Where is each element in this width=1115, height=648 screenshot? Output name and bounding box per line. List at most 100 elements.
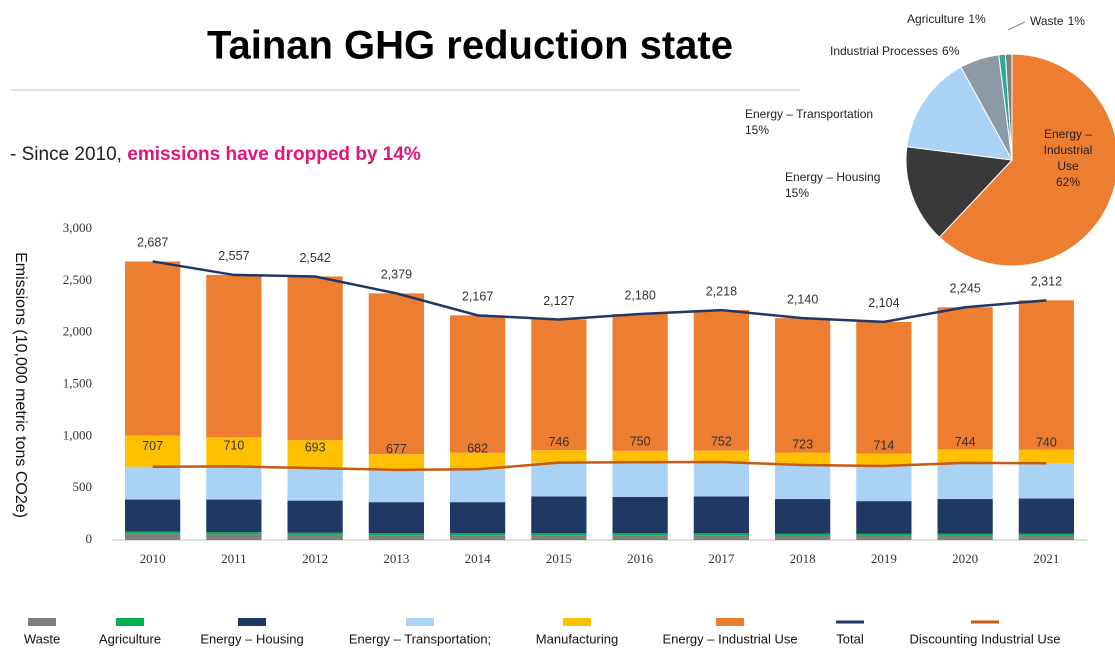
data-label: 740 <box>1036 436 1057 450</box>
x-tick-label: 2013 <box>383 551 409 566</box>
bar-segment <box>612 450 668 463</box>
pie-slice <box>1004 53 1013 161</box>
bar-segment <box>693 533 749 536</box>
legend-label: Energy – Housing <box>200 631 303 646</box>
legend-swatch <box>116 618 144 626</box>
bar-segment <box>937 535 993 540</box>
pie-label-name: Waste <box>1030 14 1064 28</box>
data-label: 2,127 <box>543 294 574 308</box>
pie-label: Energy – Housing 15% <box>785 170 880 200</box>
data-label: 2,104 <box>868 296 899 310</box>
legend-label: Discounting Industrial Use <box>909 631 1060 646</box>
bar-segment <box>1018 463 1074 499</box>
data-label: 2,379 <box>381 268 412 282</box>
bar-segment <box>206 532 262 535</box>
bar-segment <box>856 501 912 534</box>
y-tick-label: 3,000 <box>63 220 92 235</box>
bar-segment <box>693 310 749 451</box>
bar-segment <box>368 535 424 540</box>
bar-segment <box>531 319 587 451</box>
data-label: 707 <box>142 439 163 453</box>
legend-label: Waste <box>24 631 60 646</box>
y-tick-label: 0 <box>86 531 93 546</box>
pie-label-value: 6% <box>942 44 960 58</box>
data-label: 2,180 <box>624 288 655 302</box>
bar-segment <box>287 440 343 469</box>
pie-label-value: 62% <box>1056 175 1080 189</box>
bar-segment <box>450 469 506 503</box>
bar-segment <box>775 499 831 534</box>
bar-segment <box>450 533 506 536</box>
bar-segment <box>1018 533 1074 536</box>
bar-segment <box>612 314 668 451</box>
bar-segment <box>450 452 506 470</box>
line <box>152 260 1047 324</box>
bar-segment <box>450 535 506 540</box>
data-label: 723 <box>792 437 813 451</box>
x-tick-label: 2010 <box>140 551 166 566</box>
legend-label: Total <box>836 631 864 646</box>
bar-segment <box>856 533 912 536</box>
bar-segment <box>531 462 587 497</box>
y-axis-label: Emissions (10,000 metric tons CO2e) <box>12 252 29 518</box>
pie-label: Waste 1% <box>1030 14 1085 28</box>
pie-label-name: Agriculture <box>907 12 965 26</box>
y-tick-label: 2,000 <box>63 324 92 339</box>
x-tick-label: 2017 <box>708 551 735 566</box>
x-tick-label: 2020 <box>952 551 978 566</box>
x-tick-label: 2016 <box>627 551 654 566</box>
subtitle-highlight: emissions have dropped by 14% <box>127 144 421 165</box>
data-label: 2,140 <box>787 292 818 306</box>
bar-segment <box>775 318 831 453</box>
pie-label: Energy – Transportation 15% <box>745 107 873 137</box>
data-label: 2,245 <box>949 282 980 296</box>
bar-segment <box>368 293 424 455</box>
data-label: 2,167 <box>462 290 493 304</box>
data-label: 682 <box>467 442 488 456</box>
data-label: 2,557 <box>218 249 249 263</box>
bar-segment <box>775 535 831 540</box>
data-label: 746 <box>548 435 569 449</box>
bar-segment <box>368 502 424 534</box>
bar-segment <box>125 533 181 540</box>
bar-segment <box>287 468 343 501</box>
bar-segment <box>937 462 993 500</box>
line <box>152 460 1047 472</box>
pie-label-value: 1% <box>968 12 986 26</box>
bar-segment <box>693 535 749 540</box>
subtitle: - Since 2010, emissions have dropped by … <box>10 144 421 165</box>
bar-segment <box>856 535 912 540</box>
bar-segment <box>206 274 262 438</box>
bar-segment <box>612 462 668 497</box>
leader <box>1007 21 1026 31</box>
bar-segment <box>1018 300 1074 450</box>
y-tick-label: 500 <box>73 479 93 494</box>
bar-segment <box>775 452 831 466</box>
bar-segment <box>531 535 587 540</box>
pie-label: Industrial Processes 6% <box>830 44 960 58</box>
pie-slice <box>938 53 1115 267</box>
bar-segment <box>937 533 993 536</box>
bar-segment <box>125 261 181 436</box>
x-tick-label: 2011 <box>221 551 247 566</box>
subtitle-lead: - Since 2010, <box>10 144 127 165</box>
pie-label-name: Energy – Industrial Use <box>1044 127 1093 173</box>
pie-label-name: Energy – Housing <box>785 170 880 184</box>
bar-segment <box>368 533 424 536</box>
pie-label: Agriculture 1% <box>907 12 986 26</box>
data-label: 750 <box>630 435 651 449</box>
bar-segment <box>287 534 343 540</box>
x-tick-label: 2014 <box>465 551 492 566</box>
legend-label: Energy – Transportation; <box>349 631 491 646</box>
bar-segment <box>693 496 749 534</box>
bar-segment <box>531 533 587 536</box>
legend-swatch <box>28 618 56 626</box>
bar-segment <box>206 499 262 533</box>
legend-swatch <box>406 618 434 626</box>
data-label: 752 <box>711 434 732 448</box>
legend-swatch <box>238 618 266 626</box>
bar-segment <box>856 453 912 466</box>
bar-segment <box>206 534 262 540</box>
data-label: 710 <box>223 439 244 453</box>
bar-segment <box>531 450 587 463</box>
